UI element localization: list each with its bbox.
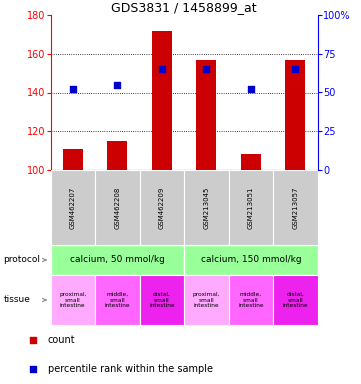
- Text: percentile rank within the sample: percentile rank within the sample: [48, 364, 213, 374]
- Bar: [273, 275, 318, 325]
- Bar: [95, 275, 140, 325]
- Point: [114, 82, 120, 88]
- Bar: [51, 245, 184, 275]
- Text: proximal,
small
intestine: proximal, small intestine: [193, 292, 220, 308]
- Text: GSM462209: GSM462209: [159, 186, 165, 229]
- Bar: [229, 275, 273, 325]
- Bar: [184, 170, 229, 245]
- Bar: [286, 60, 305, 170]
- Text: middle,
small
intestine: middle, small intestine: [238, 292, 264, 308]
- Bar: [184, 275, 229, 325]
- Bar: [140, 170, 184, 245]
- Bar: [107, 141, 127, 170]
- Bar: [196, 60, 216, 170]
- Text: distal,
small
intestine: distal, small intestine: [149, 292, 175, 308]
- Text: tissue: tissue: [4, 296, 30, 305]
- Bar: [152, 30, 172, 170]
- Point: [248, 86, 254, 93]
- Point: [30, 337, 35, 343]
- Text: calcium, 50 mmol/kg: calcium, 50 mmol/kg: [70, 255, 165, 265]
- Text: GSM213057: GSM213057: [292, 186, 299, 229]
- Bar: [229, 170, 273, 245]
- Bar: [140, 275, 184, 325]
- Point: [70, 86, 76, 93]
- Bar: [184, 245, 318, 275]
- Text: GSM213051: GSM213051: [248, 186, 254, 229]
- Bar: [273, 170, 318, 245]
- Point: [30, 366, 35, 372]
- Text: middle,
small
intestine: middle, small intestine: [105, 292, 130, 308]
- Bar: [63, 149, 83, 170]
- Text: distal,
small
intestine: distal, small intestine: [283, 292, 308, 308]
- Point: [159, 66, 165, 72]
- Bar: [51, 170, 95, 245]
- Text: proximal,
small
intestine: proximal, small intestine: [59, 292, 87, 308]
- Text: protocol: protocol: [4, 255, 40, 265]
- Point: [292, 66, 298, 72]
- Text: GSM213045: GSM213045: [203, 186, 209, 229]
- Bar: [51, 275, 95, 325]
- Bar: [241, 154, 261, 170]
- Bar: [95, 170, 140, 245]
- Text: calcium, 150 mmol/kg: calcium, 150 mmol/kg: [201, 255, 301, 265]
- Text: GSM462207: GSM462207: [70, 186, 76, 229]
- Point: [204, 66, 209, 72]
- Title: GDS3831 / 1458899_at: GDS3831 / 1458899_at: [111, 1, 257, 14]
- Text: GSM462208: GSM462208: [114, 186, 120, 229]
- Text: count: count: [48, 335, 75, 345]
